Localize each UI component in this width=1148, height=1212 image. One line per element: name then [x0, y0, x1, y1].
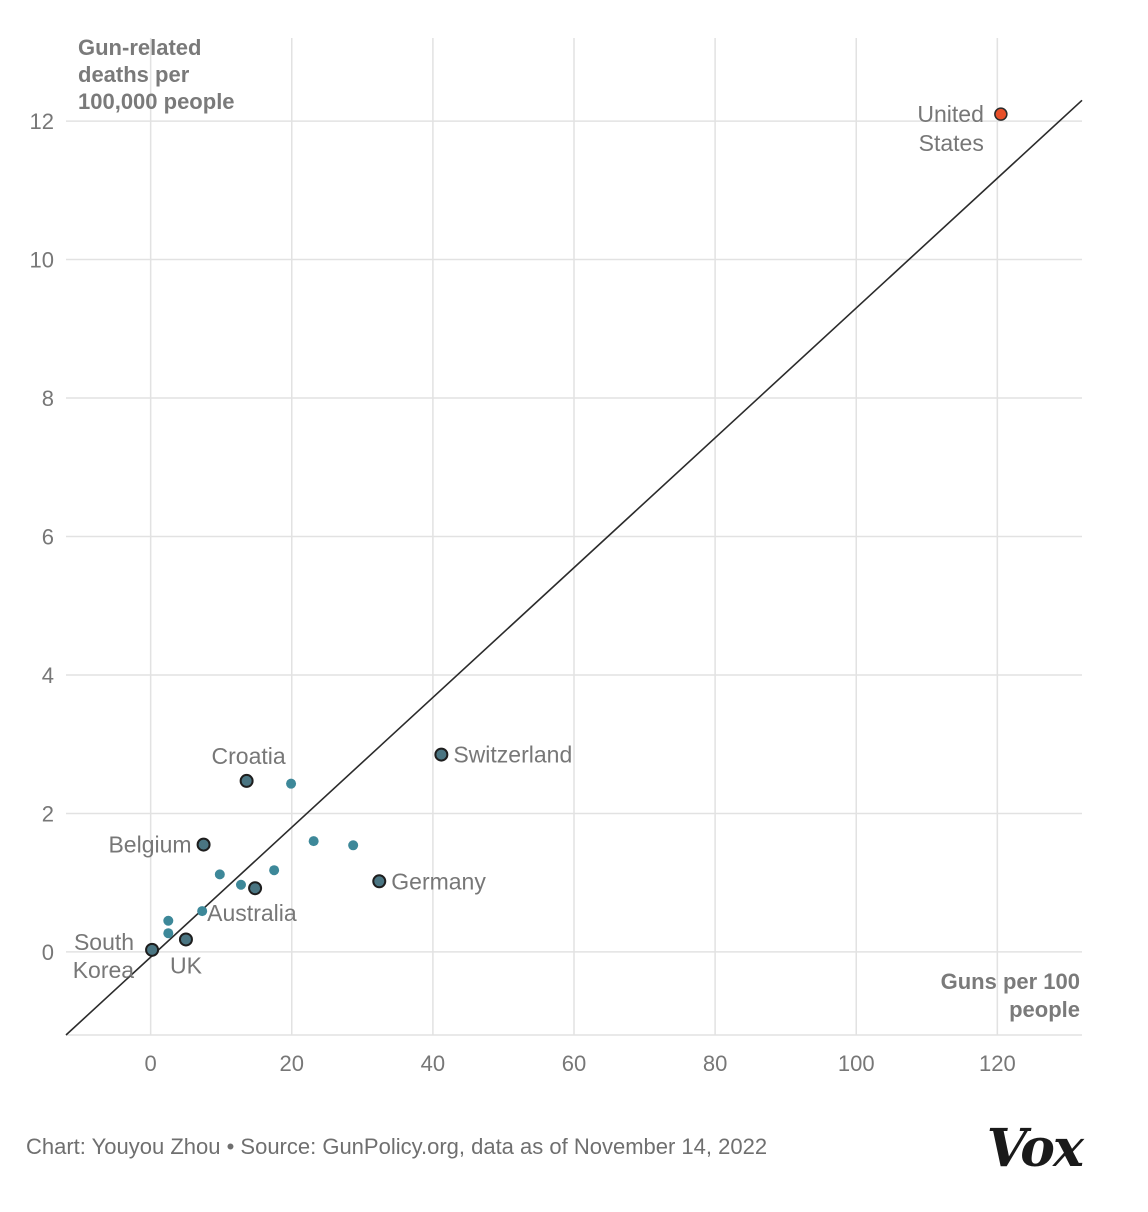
data-point [163, 915, 174, 926]
x-tick-label: 100 [838, 1051, 875, 1076]
data-point [269, 865, 280, 876]
reference-line [65, 99, 1083, 1036]
y-tick-label: 10 [30, 248, 54, 273]
point-label: Germany [391, 868, 486, 894]
x-tick-label: 20 [280, 1051, 304, 1076]
y-axis-title: deaths per [78, 62, 190, 87]
data-point [196, 837, 211, 852]
scatter-chart: 0 20 40 60 80 100 120 0 2 4 6 8 10 12 Gun-relateddeath… [30, 35, 1083, 1076]
point-label: UK [170, 952, 203, 978]
x-axis-title: people [1009, 997, 1080, 1022]
data-point [372, 874, 387, 889]
y-tick-label: 6 [42, 525, 54, 550]
x-tick-label: 80 [703, 1051, 727, 1076]
y-tick-label: 8 [42, 386, 54, 411]
data-point [308, 836, 319, 847]
x-tick-label: 120 [979, 1051, 1016, 1076]
data-point [348, 840, 359, 851]
point-label: Korea [73, 957, 135, 983]
x-tick-label: 0 [145, 1051, 157, 1076]
data-point [163, 928, 174, 939]
data-point [235, 879, 246, 890]
point-label: Australia [207, 900, 297, 926]
point-label: States [919, 130, 984, 156]
point-label: United [917, 101, 983, 127]
x-tick-label: 60 [562, 1051, 586, 1076]
y-tick-label: 0 [42, 940, 54, 965]
y-tick-label: 2 [42, 801, 54, 826]
x-tick-label: 40 [421, 1051, 445, 1076]
x-axis-title: Guns per 100 [941, 969, 1080, 994]
data-point-us [994, 107, 1008, 121]
vox-logo: Vox [986, 1118, 1084, 1179]
point-label: Croatia [212, 743, 286, 769]
point-label: Switzerland [453, 742, 572, 768]
y-tick-label: 12 [30, 109, 54, 134]
point-label: South [74, 929, 134, 955]
data-point [286, 778, 297, 789]
data-point [239, 773, 254, 788]
data-point [248, 881, 263, 896]
data-point [214, 869, 225, 880]
point-label: Belgium [108, 832, 191, 858]
data-point [178, 932, 193, 947]
y-axis-title: Gun-related [78, 35, 201, 60]
y-tick-label: 4 [42, 663, 54, 688]
y-axis-title: 100,000 people [78, 89, 235, 114]
chart-credit: Chart: Youyou Zhou • Source: GunPolicy.o… [26, 1134, 768, 1159]
data-point [197, 906, 208, 917]
data-point [434, 747, 449, 762]
data-point [145, 942, 160, 957]
